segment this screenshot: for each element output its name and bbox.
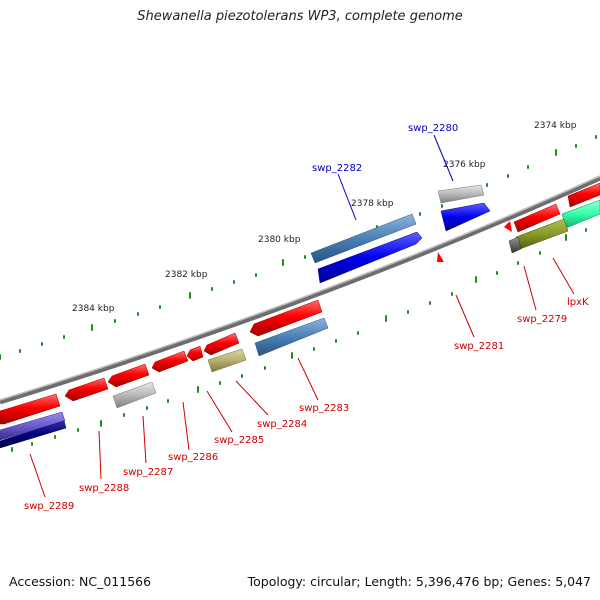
gene-steel-upper[interactable] [310, 213, 417, 264]
page-title: Shewanella piezotolerans WP3, complete g… [137, 9, 463, 24]
gene-swp-2288-red[interactable] [64, 377, 109, 402]
gene-label-swp-2285: swp_2285 [214, 435, 264, 446]
gene-label-swp-2280: swp_2280 [408, 123, 458, 134]
accession-text: Accession: NC_011566 [9, 574, 152, 589]
leader-swp-2287 [142, 415, 147, 464]
gene-darkgrey[interactable] [508, 236, 522, 254]
leader-swp-2283 [297, 357, 319, 401]
gene-label-swp-2287: swp_2287 [123, 467, 173, 478]
tick-label-2374: 2374 kbp [534, 121, 577, 131]
leader-lines [29, 134, 575, 498]
leader-swp-2286 [182, 401, 190, 451]
gene-label-swp-2282: swp_2282 [312, 163, 362, 174]
gene-label-swp-2279: swp_2279 [517, 314, 567, 325]
genome-summary-text: Topology: circular; Length: 5,396,476 bp… [247, 574, 591, 589]
gene-label-lpxK: lpxK [567, 297, 589, 308]
gene-swp-2287-red[interactable] [107, 363, 150, 388]
gene-red-right-1[interactable] [513, 203, 561, 233]
gene-swp-2283-red[interactable] [249, 299, 323, 337]
backbone-highlight [0, 175, 600, 401]
gene-mint[interactable] [561, 199, 600, 229]
tick-label-2382: 2382 kbp [165, 270, 208, 280]
leader-swp-2288 [98, 430, 102, 480]
tick-label-2378: 2378 kbp [351, 199, 394, 209]
gene-swp-2284-red[interactable] [203, 332, 240, 356]
gene-swp-2285-khaki[interactable] [207, 348, 247, 373]
gene-swp-2287-grey[interactable] [112, 381, 157, 409]
gene-label-swp-2288: swp_2288 [79, 483, 129, 494]
gene-label-swp-2281: swp_2281 [454, 341, 504, 352]
gene-red-small-tip[interactable] [504, 221, 512, 232]
gene-label-swp-2284: swp_2284 [257, 419, 307, 430]
tick-label-2380: 2380 kbp [258, 235, 301, 245]
leader-swp-2282 [337, 173, 357, 221]
gene-swp-2283-steel[interactable] [254, 317, 329, 357]
gene-label-swp-2283: swp_2283 [299, 403, 349, 414]
leader-swp-2281 [455, 294, 475, 338]
gene-swp-2289-red[interactable] [0, 393, 61, 425]
leader-swp-2285 [206, 390, 233, 433]
gene-label-swp-2286: swp_2286 [168, 452, 218, 463]
leader-lpxK [552, 257, 575, 295]
tick-label-2376: 2376 kbp [443, 160, 486, 170]
gene-swp-2280-arrow[interactable] [437, 184, 485, 204]
gene-blue-upper[interactable] [440, 202, 491, 232]
gene-swp-2286-tip[interactable] [186, 345, 204, 362]
leader-swp-2280 [433, 134, 454, 182]
lower-tick-track [11, 228, 587, 452]
gene-label-swp-2289: swp_2289 [24, 501, 74, 512]
tick-label-2384: 2384 kbp [72, 304, 115, 314]
gene-swp-2286-red[interactable] [151, 350, 189, 373]
gene-swp-2281-marker[interactable] [437, 252, 444, 262]
leader-swp-2284 [235, 380, 269, 416]
upper-tick-track [0, 135, 597, 360]
gene-blue-arrow-main[interactable] [317, 231, 423, 284]
gene-swp-2289-navy[interactable] [0, 420, 67, 449]
leader-swp-2279 [523, 265, 537, 311]
leader-swp-2289 [29, 453, 46, 498]
gene-swp-2289-purple[interactable] [0, 411, 66, 441]
gene-red-right-2[interactable] [567, 182, 600, 208]
backbone-line [0, 175, 600, 405]
